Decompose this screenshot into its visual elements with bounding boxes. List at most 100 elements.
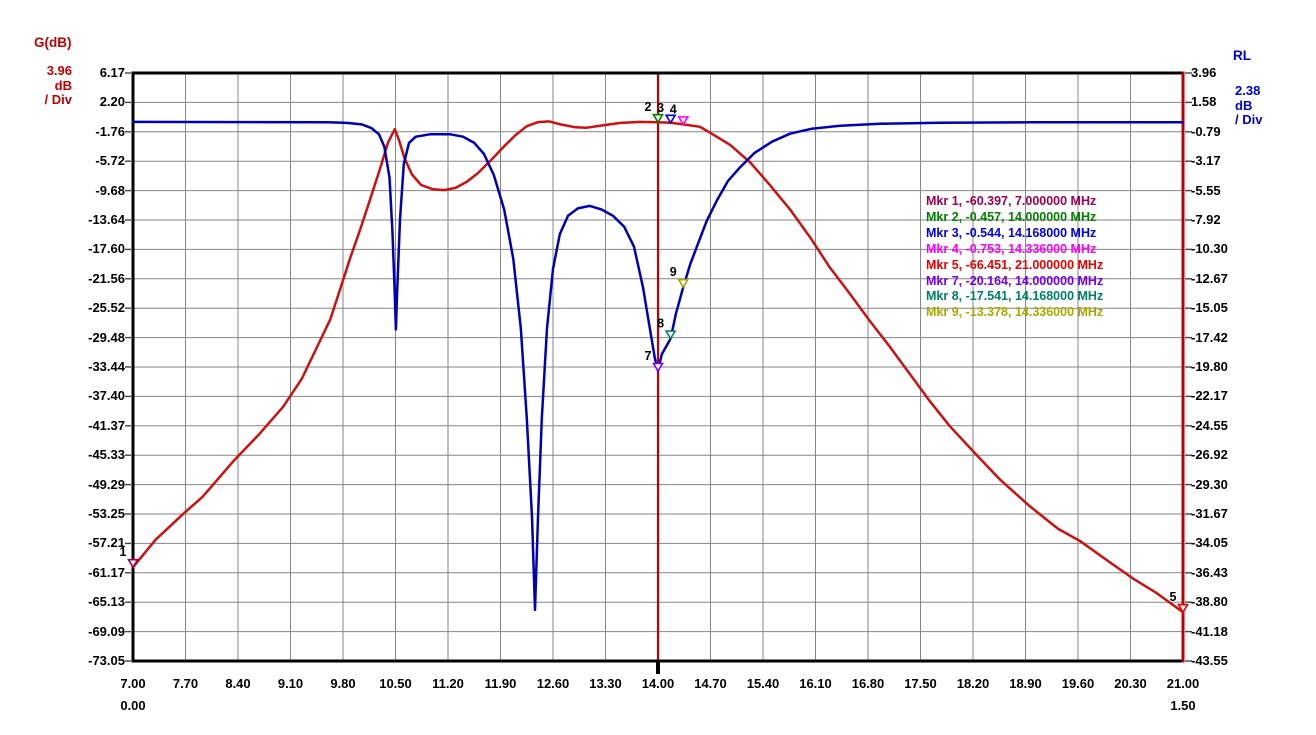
left-tick-label: -1.76: [95, 123, 125, 139]
left-tick-label: -57.21: [88, 535, 125, 551]
right-tick-label: 3.96: [1191, 65, 1217, 80]
marker-label-7: 7: [645, 349, 652, 363]
x-tick-label: 7.70: [172, 676, 199, 691]
x-tick-label: 15.40: [746, 676, 780, 691]
marker-label-5: 5: [1170, 590, 1177, 604]
left-axis-scale: 3.96 dB / Div: [14, 63, 72, 108]
x-tick-label: 8.40: [225, 676, 251, 691]
marker-glyph-4[interactable]: [677, 116, 690, 126]
right-scale-per: / Div: [1235, 112, 1263, 127]
left-tick-label: -73.05: [88, 653, 125, 668]
x-secondary-left-label: 0.00: [120, 698, 146, 713]
left-tick-label: -29.48: [88, 329, 125, 345]
right-tick-label: -38.80: [1191, 594, 1228, 610]
x-tick-label: 21.00: [1166, 676, 1200, 691]
right-tick-label: -12.67: [1191, 270, 1228, 286]
marker-label-8: 8: [657, 317, 664, 331]
marker-glyph-7[interactable]: [652, 362, 664, 373]
x-secondary-right-label: 1.50: [1170, 698, 1196, 713]
left-tick-label: -69.09: [88, 623, 125, 639]
right-scale-value: 2.38: [1235, 83, 1261, 98]
left-axis-title: G(dB): [34, 35, 72, 50]
right-tick-label: -24.55: [1191, 417, 1228, 433]
x-tick-label: 14.70: [694, 676, 727, 691]
right-tick-label: -36.43: [1191, 564, 1228, 580]
left-tick-label: -17.60: [88, 241, 125, 257]
x-tick-label: 14.00: [641, 676, 675, 691]
marker-glyph-1[interactable]: [127, 558, 139, 569]
x-tick-label: 12.60: [536, 676, 570, 691]
left-tick-label: 2.20: [99, 94, 125, 110]
x-tick-label: 16.80: [851, 676, 885, 691]
x-tick-label: 20.30: [1114, 676, 1147, 691]
left-tick-label: -25.52: [88, 300, 125, 316]
legend-item: Mkr 9, -13.378, 14.336000 MHz: [926, 305, 1104, 320]
right-tick-label: 1.58: [1191, 94, 1217, 110]
left-tick-label: -21.56: [88, 270, 125, 286]
right-tick-label: -3.17: [1191, 153, 1221, 169]
left-tick-label: -65.13: [88, 594, 125, 610]
x-tick-label: 10.50: [379, 676, 412, 691]
marker-glyph-2[interactable]: [652, 113, 664, 124]
x-tick-label: 13.30: [589, 676, 622, 691]
gain-curve: [131, 120, 1185, 614]
x-tick-label: 18.90: [1009, 676, 1042, 691]
left-tick-label: 6.17: [99, 65, 125, 80]
left-tick-label: -45.33: [88, 447, 125, 463]
marker-glyph-9[interactable]: [677, 278, 690, 289]
right-axis-title: RL: [1233, 48, 1251, 63]
right-tick-label: -17.42: [1191, 329, 1228, 345]
left-scale-unit: dB: [54, 77, 72, 93]
left-scale-per: / Div: [44, 92, 72, 107]
x-tick-label: 18.20: [956, 676, 990, 691]
left-tick-label: -53.25: [88, 506, 125, 521]
right-tick-label: -22.17: [1191, 388, 1228, 404]
right-tick-label: -19.80: [1191, 359, 1228, 374]
marker-glyph-5[interactable]: [1177, 603, 1189, 614]
left-tick-label: -5.72: [95, 153, 125, 169]
right-tick-label: -31.67: [1191, 506, 1228, 521]
marker-glyph-8[interactable]: [664, 330, 677, 341]
marker-legend: Mkr 1, -60.397, 7.000000 MHz Mkr 2, -0.45…: [926, 194, 1103, 321]
right-tick-label: -43.55: [1191, 653, 1228, 668]
marker-label-3: 3: [657, 101, 664, 115]
return-loss-curve: [131, 120, 1185, 612]
right-tick-label: -10.30: [1191, 241, 1228, 257]
marker-label-4: 4: [670, 102, 677, 116]
right-tick-label: -34.05: [1191, 535, 1228, 551]
legend-item: Mkr 1, -60.397, 7.000000 MHz: [926, 194, 1097, 208]
right-tick-label: -29.30: [1191, 476, 1228, 492]
left-tick-label: -37.40: [88, 388, 125, 404]
right-tick-label: -41.18: [1191, 623, 1228, 639]
left-tick-label: -61.17: [88, 564, 125, 580]
x-tick-label: 11.20: [432, 676, 464, 691]
left-tick-label: -49.29: [88, 476, 125, 492]
x-tick-label: 11.90: [484, 676, 517, 691]
left-scale-value: 3.96: [46, 63, 72, 78]
right-tick-label: -5.55: [1191, 182, 1221, 198]
legend-item: Mkr 3, -0.544, 14.168000 MHz: [926, 225, 1097, 240]
right-tick-label: -15.05: [1191, 300, 1228, 316]
x-tick-label: 9.10: [277, 676, 304, 691]
marker-label-1: 1: [120, 545, 127, 559]
x-tick-label: 9.80: [330, 676, 356, 691]
right-tick-label: -0.79: [1191, 123, 1221, 139]
legend-item: Mkr 5, -66.451, 21.000000 MHz: [926, 257, 1104, 272]
legend-item: Mkr 4, -0.753, 14.336000 MHz: [926, 241, 1097, 256]
right-tick-label: -26.92: [1191, 447, 1228, 463]
marker-label-2: 2: [645, 100, 652, 114]
left-tick-label: -33.44: [88, 359, 125, 374]
x-tick-label: 16.10: [799, 676, 832, 691]
legend-item: Mkr 7, -20.164, 14.000000 MHz: [926, 273, 1104, 288]
legend-item: Mkr 2, -0.457, 14.000000 MHz: [926, 209, 1097, 224]
right-tick-label: -7.92: [1191, 212, 1221, 227]
right-axis-scale: 2.38 dB / Div: [1235, 83, 1263, 128]
marker-glyph-3[interactable]: [664, 114, 677, 125]
right-scale-unit: dB: [1235, 97, 1253, 113]
x-tick-label: 7.00: [120, 676, 146, 691]
left-tick-label: -13.64: [88, 212, 125, 227]
x-tick-label: 19.60: [1061, 676, 1095, 691]
x-tick-label: 17.50: [904, 676, 937, 691]
